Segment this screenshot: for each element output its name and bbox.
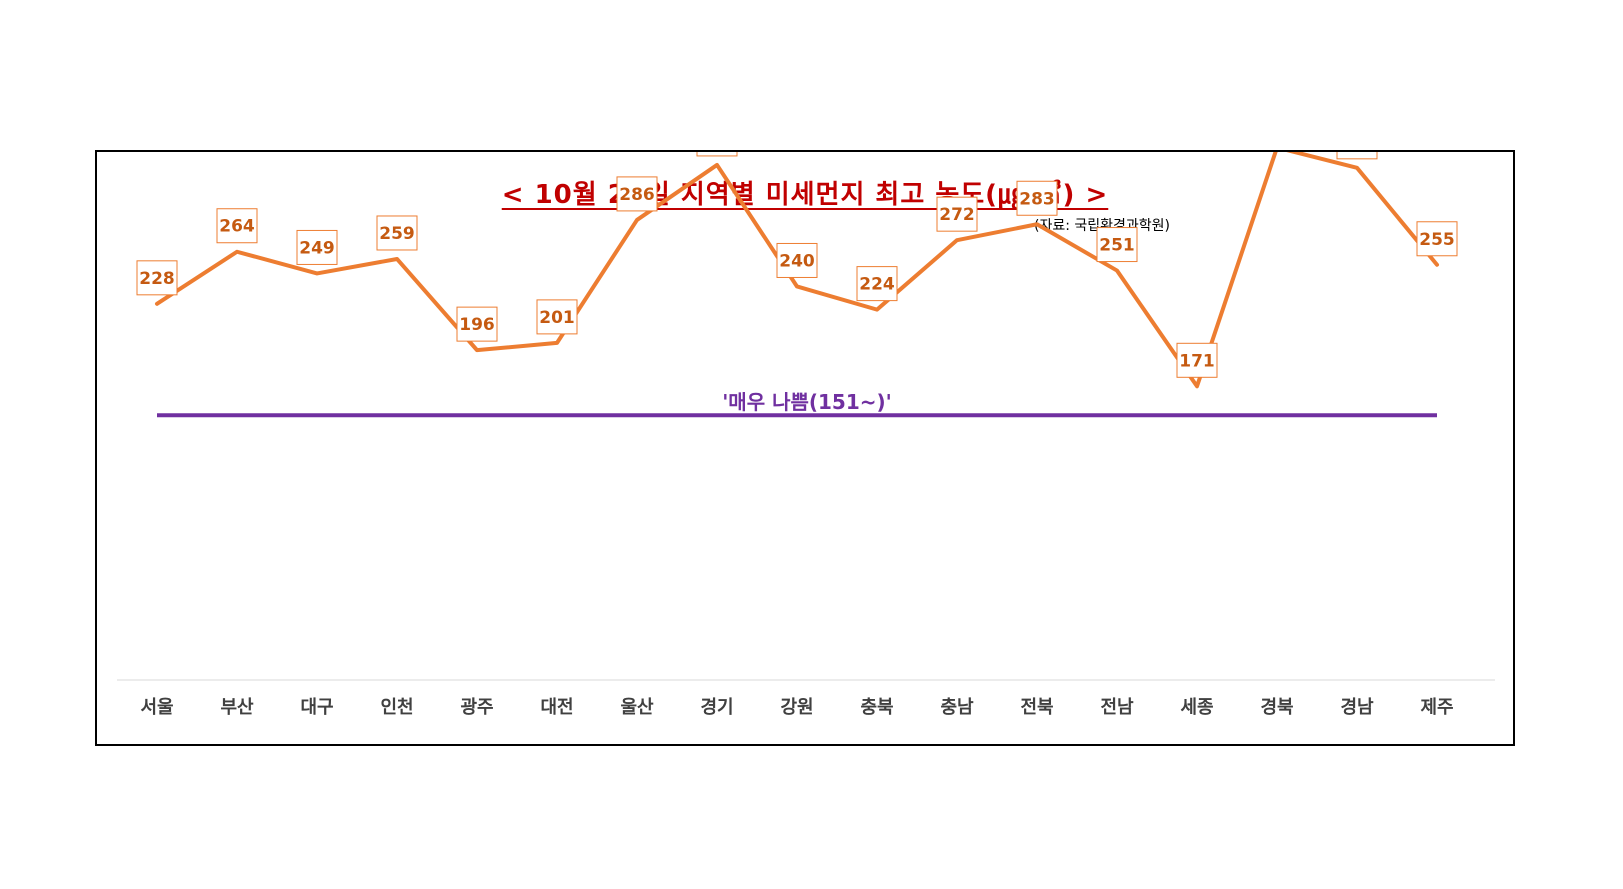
x-tick-label: 경북: [1260, 697, 1293, 718]
x-tick-label: 충남: [940, 697, 974, 718]
data-label: 255: [1419, 230, 1455, 250]
data-label: 264: [219, 217, 255, 237]
data-label-box: [856, 266, 898, 302]
x-tick-label: 전남: [1100, 697, 1134, 718]
x-tick-label: 세종: [1180, 697, 1213, 718]
data-label: 286: [619, 185, 655, 205]
x-tick-label: 인천: [380, 697, 413, 718]
x-tick-label: 강원: [780, 697, 813, 718]
data-label-box: [776, 242, 818, 278]
x-tick-label: 충북: [860, 697, 893, 718]
data-label: 259: [379, 224, 415, 244]
data-label-box: [616, 176, 658, 212]
x-tick-label: 전북: [1020, 697, 1053, 718]
chart-title: < 10월 29일 지역별 미세먼지 최고 농도(㎍/㎥) >: [97, 174, 1513, 211]
line-chart-plot: 서울 부산 대구 인천 광주 대전 울산 경기 강원 충북 충남 전북 전남 세종 경북 경남 제주 '매우 나쁨…: [117, 152, 1495, 718]
data-label: 201: [539, 308, 575, 328]
x-tick-label: 제주: [1420, 697, 1453, 718]
x-tick-label: 광주: [460, 697, 493, 718]
data-label: 272: [939, 205, 975, 225]
data-label-box: [696, 152, 738, 157]
x-tick-label: 경기: [700, 697, 733, 718]
data-label: 283: [1019, 189, 1055, 209]
data-label: 240: [779, 251, 815, 271]
data-label: 228: [139, 269, 175, 289]
x-tick-label: 경남: [1340, 697, 1374, 718]
data-label-box: [376, 215, 418, 251]
data-label-box: [536, 299, 578, 335]
x-tick-label: 울산: [620, 697, 654, 718]
data-label: 224: [859, 275, 895, 295]
chart-frame: < 10월 29일 지역별 미세먼지 최고 농도(㎍/㎥) > (자료: 국립환…: [95, 150, 1515, 746]
data-label-box: [456, 306, 498, 342]
data-label: 249: [299, 238, 335, 258]
data-label-box: [1016, 180, 1058, 216]
data-label-box: [1096, 227, 1138, 263]
data-label: 196: [459, 315, 495, 335]
x-tick-label: 대전: [540, 697, 573, 718]
data-label-box: [1176, 342, 1218, 378]
data-label: 322: [1339, 152, 1375, 153]
data-label: 251: [1099, 236, 1135, 256]
chart-title-text: < 10월 29일 지역별 미세먼지 최고 농도(㎍/㎥) >: [501, 180, 1109, 210]
data-label-box: [296, 229, 338, 265]
data-label-box: [1416, 221, 1458, 257]
data-label-box: [936, 196, 978, 232]
series-line: [155, 152, 1439, 389]
x-tick-label: 서울: [140, 697, 173, 718]
data-label-box: [136, 260, 178, 296]
x-tick-label: 부산: [220, 697, 254, 718]
reference-line-label: '매우 나쁨(151~)': [722, 390, 892, 414]
x-tick-label: 대구: [300, 697, 333, 718]
data-label-box: [1336, 152, 1378, 160]
data-label-box: [216, 208, 258, 244]
data-label: 171: [1179, 351, 1215, 371]
